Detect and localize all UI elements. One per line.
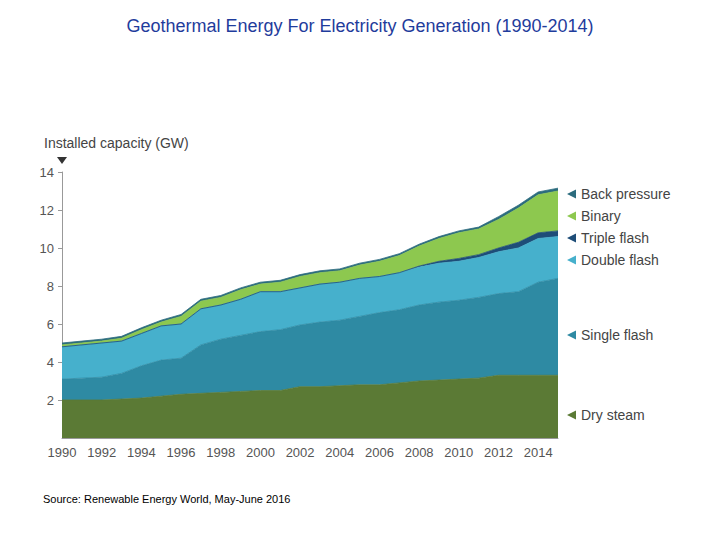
svg-text:1990: 1990 bbox=[48, 445, 77, 460]
svg-text:2: 2 bbox=[47, 393, 54, 408]
svg-text:Back pressure: Back pressure bbox=[581, 186, 671, 202]
svg-text:1998: 1998 bbox=[206, 445, 235, 460]
svg-text:Triple flash: Triple flash bbox=[581, 230, 649, 246]
svg-text:12: 12 bbox=[40, 203, 54, 218]
svg-text:Binary: Binary bbox=[581, 208, 621, 224]
svg-text:2006: 2006 bbox=[365, 445, 394, 460]
svg-text:Source: Renewable Energy World: Source: Renewable Energy World, May-June… bbox=[43, 493, 290, 505]
svg-text:Dry steam: Dry steam bbox=[581, 407, 645, 423]
svg-text:Single flash: Single flash bbox=[581, 327, 653, 343]
svg-text:Double flash: Double flash bbox=[581, 252, 659, 268]
svg-text:2008: 2008 bbox=[405, 445, 434, 460]
svg-text:Geothermal Energy For Electric: Geothermal Energy For Electricity Genera… bbox=[126, 16, 593, 36]
svg-text:1992: 1992 bbox=[87, 445, 116, 460]
svg-text:6: 6 bbox=[47, 317, 54, 332]
svg-text:Installed capacity (GW): Installed capacity (GW) bbox=[44, 135, 189, 151]
svg-text:2000: 2000 bbox=[246, 445, 275, 460]
svg-text:2010: 2010 bbox=[444, 445, 473, 460]
svg-text:1994: 1994 bbox=[127, 445, 156, 460]
svg-text:10: 10 bbox=[40, 241, 54, 256]
svg-text:2012: 2012 bbox=[484, 445, 513, 460]
svg-text:2004: 2004 bbox=[325, 445, 354, 460]
svg-text:14: 14 bbox=[40, 165, 54, 180]
svg-text:1996: 1996 bbox=[167, 445, 196, 460]
svg-text:8: 8 bbox=[47, 279, 54, 294]
svg-text:2014: 2014 bbox=[524, 445, 553, 460]
svg-text:4: 4 bbox=[47, 355, 54, 370]
svg-text:2002: 2002 bbox=[286, 445, 315, 460]
